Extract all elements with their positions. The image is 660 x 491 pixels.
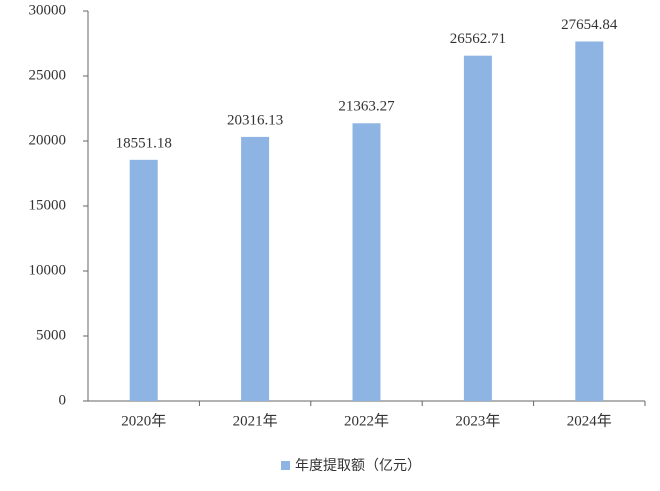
y-tick-label: 25000: [29, 67, 67, 83]
bar: [463, 55, 492, 402]
data-label: 20316.13: [227, 112, 283, 128]
x-tick-label: 2023年: [455, 412, 500, 429]
x-tick-label: 2021年: [233, 412, 278, 429]
legend-label: 年度提取额（亿元）: [295, 458, 421, 474]
bar: [129, 159, 158, 401]
bar: [241, 136, 270, 401]
y-tick-label: 5000: [36, 327, 66, 343]
data-label: 27654.84: [561, 17, 618, 33]
bar: [575, 41, 604, 401]
y-tick-label: 30000: [29, 2, 67, 18]
y-tick-label: 0: [59, 392, 67, 408]
x-tick-label: 2022年: [344, 412, 389, 429]
y-tick-label: 10000: [29, 262, 67, 278]
bar: [352, 123, 381, 401]
y-tick-label: 15000: [29, 197, 67, 213]
data-label: 21363.27: [338, 99, 395, 115]
legend-swatch: [281, 461, 290, 470]
legend: 年度提取额（亿元）: [281, 458, 421, 474]
data-label: 26562.71: [450, 31, 506, 47]
data-label: 18551.18: [116, 135, 172, 151]
y-tick-label: 20000: [29, 132, 67, 148]
x-tick-label: 2024年: [567, 412, 612, 429]
x-tick-label: 2020年: [121, 412, 166, 429]
